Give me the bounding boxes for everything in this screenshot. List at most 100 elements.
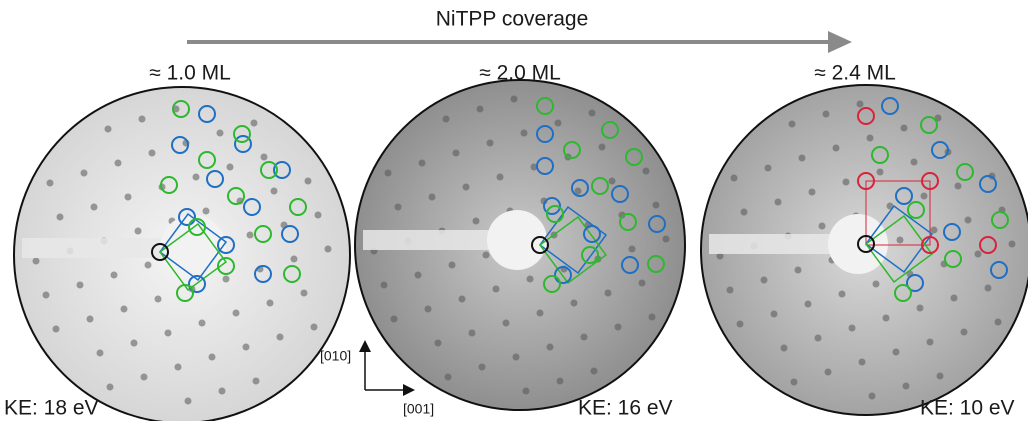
diffraction-spot <box>536 309 544 317</box>
diffraction-spot <box>604 289 612 297</box>
spot-marker <box>906 274 924 292</box>
diffraction-spot <box>86 315 94 323</box>
spot-marker <box>160 176 178 194</box>
diffraction-spot <box>90 203 98 211</box>
diffraction-spot <box>242 343 250 351</box>
electron-gun <box>709 234 858 254</box>
diffraction-spot <box>848 324 856 332</box>
diffraction-spot <box>994 318 1002 326</box>
diffraction-spot <box>390 315 398 323</box>
diffraction-spot <box>618 211 626 219</box>
spot-marker <box>176 284 194 302</box>
diffraction-spot <box>842 178 850 186</box>
spot-marker <box>178 208 196 226</box>
diffraction-spot <box>384 169 392 177</box>
unit-cell <box>538 205 608 275</box>
diffraction-spot <box>472 217 480 225</box>
origin-marker <box>857 235 875 253</box>
spot-marker <box>944 250 962 268</box>
spot-marker <box>583 225 601 243</box>
diffraction-spot <box>770 310 778 318</box>
diffraction-spot <box>590 367 598 375</box>
diffraction-spot <box>764 164 772 172</box>
spot-marker <box>895 187 913 205</box>
diffraction-spot <box>798 154 806 162</box>
diffraction-spot <box>872 280 880 288</box>
diffraction-spot <box>314 211 322 219</box>
diffraction-spot <box>628 245 636 253</box>
diffraction-spot <box>926 338 934 346</box>
diffraction-spot <box>428 193 436 201</box>
diffraction-spot <box>216 129 224 137</box>
diffraction-spot <box>130 339 138 347</box>
diffraction-spot <box>652 201 660 209</box>
diffraction-spot <box>270 187 278 195</box>
diffraction-spot <box>138 115 146 123</box>
diffraction-spot <box>104 125 112 133</box>
spot-marker <box>625 148 643 166</box>
diffraction-spot <box>106 383 114 391</box>
diffraction-spot <box>1008 240 1016 248</box>
diffraction-spot <box>876 168 884 176</box>
diffraction-spot <box>974 250 982 258</box>
diffraction-spot <box>462 183 470 191</box>
diffraction-spot <box>902 382 910 390</box>
diffraction-spot <box>140 373 148 381</box>
diffraction-spot <box>124 193 132 201</box>
diffraction-spot <box>424 305 432 313</box>
diffraction-spot <box>984 284 992 292</box>
spot-marker <box>536 97 554 115</box>
spot-marker <box>611 185 629 203</box>
spot-marker <box>171 136 189 154</box>
diffraction-spot <box>434 339 442 347</box>
spot-marker <box>281 225 299 243</box>
diffraction-spot <box>648 313 656 321</box>
axis-label: [010] <box>320 348 351 364</box>
spot-marker <box>621 256 639 274</box>
diffraction-spot <box>310 323 318 331</box>
unit-cell <box>538 215 608 285</box>
diffraction-spot <box>964 216 972 224</box>
diffraction-spot <box>954 182 962 190</box>
diffraction-spot <box>208 353 216 361</box>
diffraction-spot <box>226 163 234 171</box>
diffraction-spot <box>380 281 388 289</box>
unit-cell <box>864 204 934 274</box>
diffraction-spot <box>788 120 796 128</box>
diffraction-spot <box>80 169 88 177</box>
spot-marker <box>857 107 875 125</box>
spot-marker <box>283 265 301 283</box>
spot-marker <box>217 257 235 275</box>
diffraction-spot <box>252 377 260 385</box>
diffraction-spot <box>452 149 460 157</box>
spot-marker <box>188 275 206 293</box>
diffraction-spot <box>502 319 510 327</box>
diffraction-spot <box>172 105 180 113</box>
axis-label: [001] <box>403 401 434 417</box>
electron-gun <box>22 238 193 258</box>
spot-marker <box>227 187 245 205</box>
diffraction-spot <box>148 149 156 157</box>
diffraction-spot <box>222 275 230 283</box>
spot-marker <box>198 105 216 123</box>
diffraction-spot <box>512 353 520 361</box>
spot-marker <box>554 266 572 284</box>
diffraction-spot <box>304 177 312 185</box>
diffraction-spot <box>52 325 60 333</box>
diffraction-spot <box>144 261 152 269</box>
spot-marker <box>619 213 637 231</box>
diffraction-spot <box>570 299 578 307</box>
leed-panels <box>13 79 1028 421</box>
diffraction-spot <box>866 134 874 142</box>
diffraction-spot <box>960 328 968 336</box>
spot-marker <box>260 161 278 179</box>
diffraction-spot <box>598 143 606 151</box>
diffraction-spot <box>574 187 582 195</box>
diffraction-spot <box>56 213 64 221</box>
diffraction-spot <box>486 139 494 147</box>
diffraction-spot <box>588 109 596 117</box>
spot-marker <box>857 172 875 190</box>
diffraction-spot <box>250 119 258 127</box>
diffraction-spot <box>896 236 904 244</box>
